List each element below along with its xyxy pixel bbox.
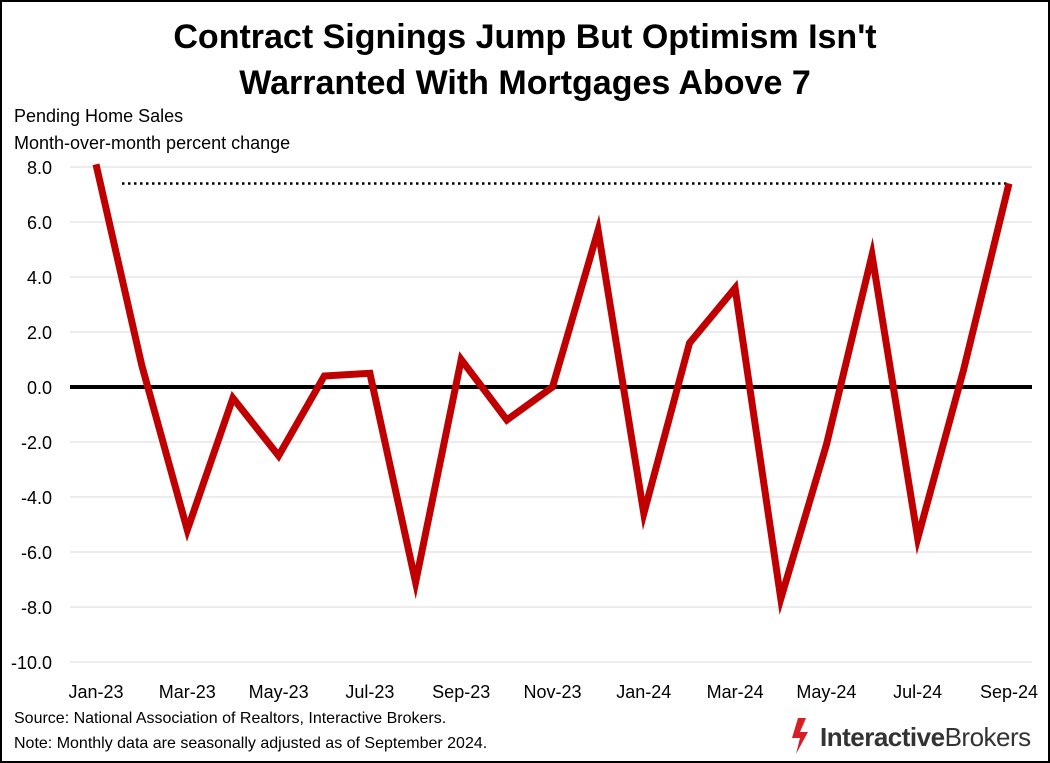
chart-subtitle-line-1: Pending Home Sales [14,106,184,126]
x-tick-label: Mar-23 [159,682,216,702]
chart-title-line-1: Contract Signings Jump But Optimism Isn'… [173,18,877,56]
chart-title-line-2: Warranted With Mortgages Above 7 [239,64,811,102]
x-tick-label: Jul-23 [345,682,394,702]
y-tick-label: 8.0 [27,158,52,178]
y-tick-label: -10.0 [11,653,52,673]
chart-subtitle-line-2: Month-over-month percent change [14,133,291,153]
y-tick-label: -6.0 [21,543,52,563]
x-tick-label: May-23 [249,682,309,702]
y-tick-label: 0.0 [27,378,52,398]
y-tick-label: 2.0 [27,323,52,343]
footnote: Note: Monthly data are seasonally adjust… [14,735,488,752]
y-tick-label: -8.0 [21,598,52,618]
y-tick-label: 6.0 [27,213,52,233]
x-tick-label: Nov-23 [523,682,581,702]
x-tick-label: Sep-24 [980,682,1038,702]
x-tick-label: Mar-24 [707,682,764,702]
x-tick-label: Jul-24 [893,682,942,702]
interactive-brokers-logo: InteractiveBrokers [788,716,1048,756]
source-note: Source: National Association of Realtors… [14,710,447,727]
logo-word-regular: Brokers [944,722,1032,752]
logo-word-bold: Interactive [820,722,945,752]
x-tick-label: May-24 [796,682,856,702]
x-tick-label: Jan-24 [616,682,671,702]
x-tick-label: Jan-23 [68,682,123,702]
y-tick-label: -2.0 [21,433,52,453]
x-tick-label: Sep-23 [432,682,490,702]
y-tick-label: -4.0 [21,488,52,508]
logo-mark-icon [792,718,808,754]
chart-title: Contract Signings Jump But Optimism Isn'… [2,14,1048,106]
series-line [92,163,1013,616]
y-tick-label: 4.0 [27,268,52,288]
logo-wordmark: InteractiveBrokers [820,722,1031,753]
